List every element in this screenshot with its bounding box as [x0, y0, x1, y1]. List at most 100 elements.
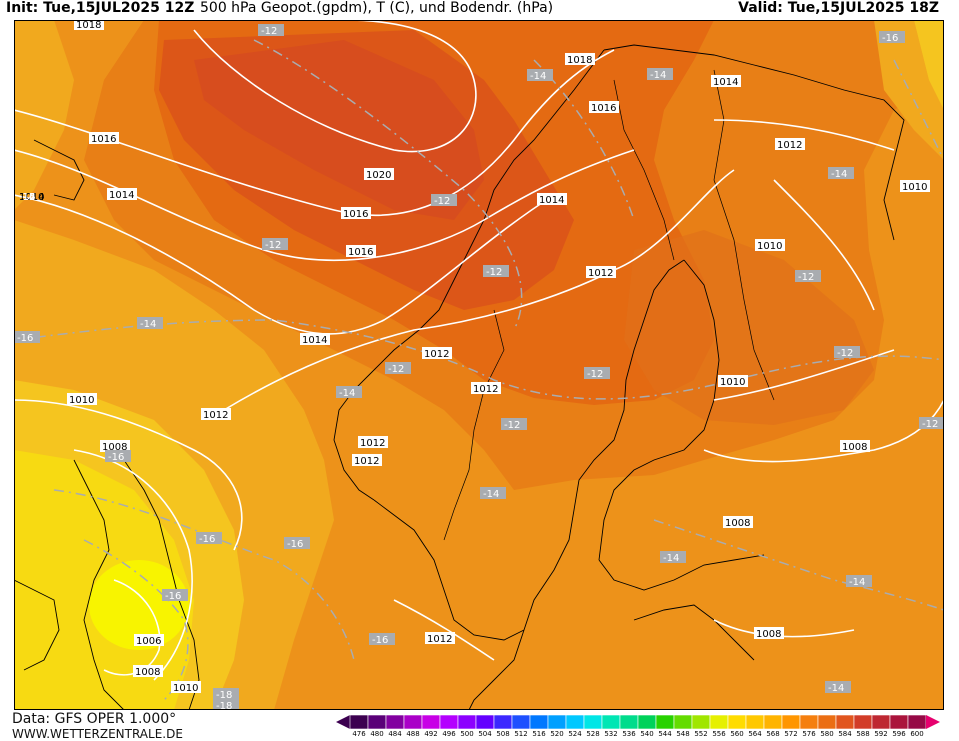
isobar-1010 — [14, 399, 243, 551]
legend-tick-label: 504 — [478, 730, 492, 738]
svg-text:-16: -16 — [108, 452, 124, 463]
field-588 — [194, 40, 484, 220]
pressure-label: 1006 — [134, 634, 164, 647]
weather-map: 1018 1016 1014 1020 1016 1016 1014 1018 … — [14, 20, 944, 710]
legend-swatch — [457, 714, 477, 730]
legend-tick-label: 492 — [424, 730, 438, 738]
coast-gulf — [598, 554, 765, 591]
field-564-ne — [914, 20, 944, 110]
legend-swatch — [439, 714, 459, 730]
isotherm-m14 — [14, 319, 944, 400]
isotherm-m18 — [83, 539, 189, 701]
temp-label: -14 — [828, 167, 854, 180]
pressure-label: 1010 — [19, 192, 44, 203]
svg-text:1010: 1010 — [902, 182, 927, 193]
svg-text:1014: 1014 — [19, 192, 44, 203]
svg-text:1010: 1010 — [757, 241, 782, 252]
temperature-labels: -12 -14 -14 -16 -12 -12 -14 -12 -12 -14 … — [14, 24, 944, 710]
legend-swatch — [583, 714, 603, 730]
temp-label: -18 — [213, 688, 239, 701]
svg-text:-16: -16 — [17, 333, 33, 344]
temp-label: -12 — [919, 417, 944, 430]
pressure-label: 1018 — [74, 20, 104, 31]
svg-text:-12: -12 — [798, 272, 814, 283]
legend-tick-label: 512 — [514, 730, 528, 738]
pressure-label: 1012 — [586, 266, 616, 279]
legend-swatch — [727, 714, 747, 730]
legend-swatch — [367, 714, 387, 730]
pressure-label: 1010 — [900, 180, 930, 193]
legend-swatch — [403, 714, 423, 730]
legend-tick-label: 508 — [496, 730, 510, 738]
color-legend — [336, 714, 956, 734]
legend-tick-label: 496 — [442, 730, 456, 738]
isotherm-m16 — [53, 489, 355, 661]
svg-text:-16: -16 — [199, 534, 215, 545]
svg-text:-14: -14 — [19, 192, 35, 203]
temp-label: -12 — [483, 265, 509, 278]
legend-tick-label: 600 — [910, 730, 924, 738]
legend-swatch — [547, 714, 567, 730]
pressure-label: 1014 — [300, 333, 330, 346]
isobar-1012s — [393, 599, 495, 661]
coast-uk-east — [123, 459, 200, 710]
map-frame — [14, 20, 944, 710]
coast-baltic-east — [633, 604, 755, 661]
svg-text:-12: -12 — [486, 267, 502, 278]
svg-text:1014: 1014 — [713, 77, 738, 88]
temp-label: -14 — [647, 68, 673, 81]
temp-label: -14 — [480, 487, 506, 500]
legend-tick-label: 528 — [586, 730, 600, 738]
pressure-label: 1012 — [425, 632, 455, 645]
pressure-label: 1010 — [755, 239, 785, 252]
legend-tick-label: 564 — [748, 730, 762, 738]
website-link[interactable]: WWW.WETTERZENTRALE.DE — [12, 727, 183, 741]
pressure-label: 1008 — [754, 627, 784, 640]
isobar-1012 — [223, 169, 735, 411]
pressure-label: 1016 — [89, 132, 119, 145]
pressure-label: 1008 — [133, 665, 163, 678]
coastlines — [14, 44, 905, 710]
svg-text:1006: 1006 — [136, 636, 161, 647]
svg-text:1008: 1008 — [756, 629, 781, 640]
legend-tick-label: 524 — [568, 730, 582, 738]
temp-label: -12 — [834, 346, 860, 359]
svg-text:-12: -12 — [19, 192, 35, 203]
legend-swatch — [493, 714, 513, 730]
legend-swatch — [853, 714, 873, 730]
legend-swatch — [565, 714, 585, 730]
pressure-label: 1018 — [565, 53, 595, 66]
svg-text:1014: 1014 — [539, 195, 564, 206]
pressure-label: 1008 — [723, 516, 753, 529]
svg-text:1020: 1020 — [366, 170, 391, 181]
legend-swatch — [601, 714, 621, 730]
svg-text:1008: 1008 — [102, 442, 127, 453]
svg-text:1012: 1012 — [473, 384, 498, 395]
valid-time: Valid: Tue,15JUL2025 18Z — [738, 0, 939, 16]
temp-label: -16 — [284, 537, 310, 550]
temp-label: -12 — [258, 24, 284, 37]
pressure-label: 1010 — [67, 393, 97, 406]
pressure-label: 1016 — [341, 207, 371, 220]
svg-text:1016: 1016 — [343, 209, 368, 220]
coast-norway — [333, 49, 605, 501]
svg-text:1018: 1018 — [76, 20, 101, 31]
legend-swatch — [799, 714, 819, 730]
svg-text:1016: 1016 — [591, 103, 616, 114]
svg-text:-16: -16 — [165, 591, 181, 602]
svg-text:-14: -14 — [530, 71, 546, 82]
pressure-label: 1014 — [19, 192, 44, 203]
svg-text:1012: 1012 — [777, 140, 802, 151]
svg-text:-12: -12 — [587, 369, 603, 380]
svg-text:-14: -14 — [483, 489, 499, 500]
svg-text:-12: -12 — [261, 26, 277, 37]
legend-tick-label: 576 — [802, 730, 816, 738]
legend-swatch — [637, 714, 657, 730]
map-canvas: 1018 1016 1014 1020 1016 1016 1014 1018 … — [14, 20, 944, 710]
legend-swatch — [781, 714, 801, 730]
field-568-nw — [14, 20, 74, 210]
isobar-1010ne — [773, 179, 875, 311]
svg-text:-14: -14 — [650, 70, 666, 81]
legend-swatch — [511, 714, 531, 730]
temp-label: -12 — [584, 367, 610, 380]
